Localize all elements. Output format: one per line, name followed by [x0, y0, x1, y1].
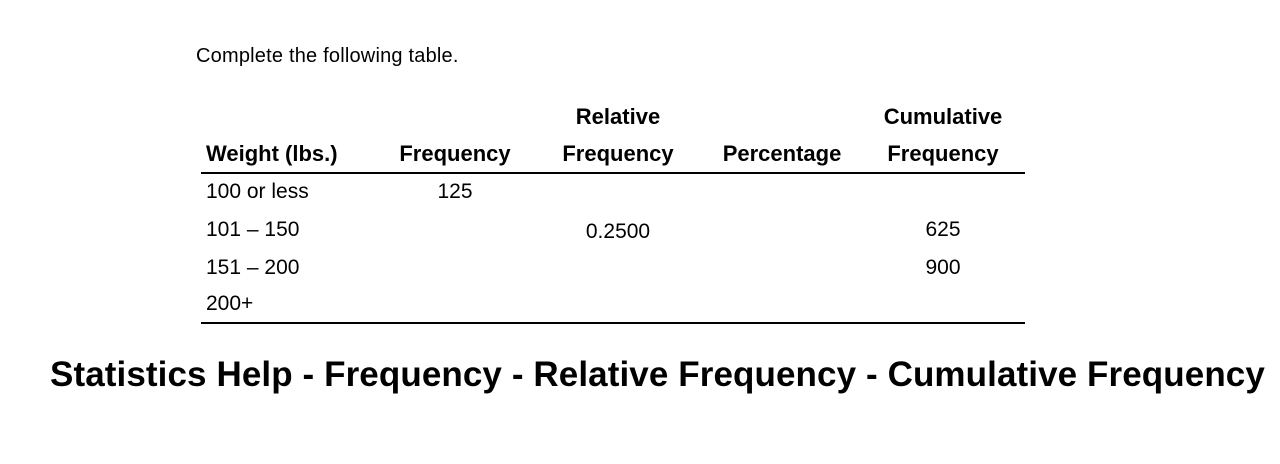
- cell-frequency: 125: [437, 180, 473, 203]
- frequency-table-container: Weight (lbs.) Frequency Relative Frequen…: [201, 98, 1025, 324]
- cell-frequency: [377, 250, 533, 286]
- header-relative-frequency-line1: Relative: [575, 104, 661, 129]
- cell-relative-frequency: [533, 286, 703, 324]
- cell-frequency: [377, 210, 533, 250]
- cell-percentage: [703, 173, 861, 210]
- header-frequency: Frequency: [377, 98, 533, 174]
- cell-frequency: [377, 286, 533, 324]
- header-cumulative-frequency-line1: Cumulative: [883, 104, 1003, 129]
- table-row: 101 – 150 0.2500 625: [201, 210, 1025, 250]
- cell-relative-frequency: 0.2500: [585, 220, 651, 243]
- header-percentage: Percentage: [703, 98, 861, 174]
- cell-weight: 101 – 150: [206, 218, 300, 241]
- cell-cumulative-frequency: 900: [925, 256, 961, 279]
- table-row: 200+: [201, 286, 1025, 324]
- header-cumulative-frequency: Cumulative Frequency: [861, 98, 1025, 174]
- cell-cumulative-frequency: 625: [925, 218, 961, 241]
- cell-percentage: [703, 286, 861, 324]
- cell-percentage: [703, 250, 861, 286]
- table-row: 151 – 200 900: [201, 250, 1025, 286]
- header-frequency-line2: Frequency: [399, 141, 511, 166]
- header-cumulative-frequency-line2: Frequency: [887, 141, 999, 166]
- table-header-row: Weight (lbs.) Frequency Relative Frequen…: [201, 98, 1025, 174]
- header-percentage-line2: Percentage: [722, 141, 842, 166]
- frequency-table: Weight (lbs.) Frequency Relative Frequen…: [201, 98, 1025, 324]
- table-row: 100 or less 125: [201, 173, 1025, 210]
- header-relative-frequency: Relative Frequency: [533, 98, 703, 174]
- cell-percentage: [703, 210, 861, 250]
- instruction-text: Complete the following table.: [196, 45, 459, 67]
- header-relative-frequency-line2: Frequency: [562, 141, 674, 166]
- cell-cumulative-frequency: [861, 173, 1025, 210]
- header-weight: Weight (lbs.): [201, 98, 377, 174]
- cell-weight: 200+: [201, 286, 377, 324]
- header-weight-line2: Weight (lbs.): [206, 141, 338, 166]
- cell-weight: 151 – 200: [206, 256, 300, 279]
- cell-relative-frequency: [533, 173, 703, 210]
- footer-title: Statistics Help - Frequency - Relative F…: [50, 355, 1265, 394]
- cell-cumulative-frequency: [861, 286, 1025, 324]
- cell-relative-frequency: [533, 250, 703, 286]
- cell-weight: 100 or less: [206, 180, 309, 203]
